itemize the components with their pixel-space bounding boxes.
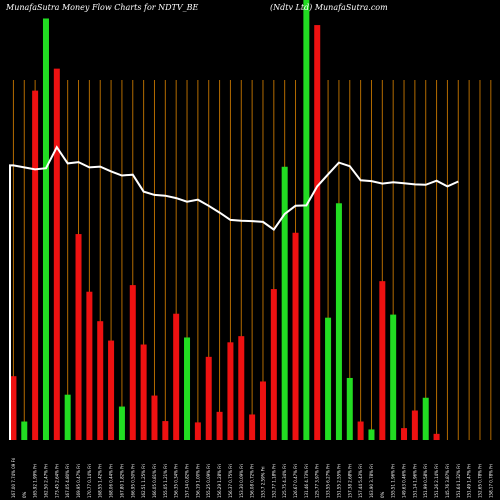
x-tick-label: 155.51 1.96% Fri [391, 464, 396, 498]
bar [433, 433, 440, 440]
bar [140, 344, 147, 440]
bar [173, 313, 180, 440]
x-tick-label: 151.99 0.58% Fri [423, 464, 428, 498]
x-tick-label: 152.77 1.18% Fri [271, 464, 276, 498]
bar [227, 342, 234, 440]
bar [379, 281, 386, 440]
x-tick-label: 169.95 0.47% Fri [76, 464, 81, 498]
x-tick-label: 0% [22, 491, 27, 498]
x-tick-label: 156.37 0.75% Fri [228, 464, 233, 498]
bar [292, 232, 299, 440]
x-tick-label: 157.44 5.43% Fri [358, 464, 363, 498]
bars [10, 0, 440, 441]
bar [21, 421, 28, 440]
x-tick-label: 0% [380, 491, 385, 498]
bar [325, 317, 332, 440]
x-tick-label: 145.76 3.87% Fri [445, 464, 450, 498]
bar [390, 314, 397, 440]
x-tick-label: 165.92 1.99% Fri [33, 464, 38, 498]
x-tick-label: 126.67 0.47% Fri [293, 464, 298, 498]
x-tick-label: 158.17 0.78% Fri [488, 464, 493, 498]
bar [303, 0, 310, 440]
x-tick-label: 151.26 2.14% Fri [434, 464, 439, 498]
x-tick-label: 151.49 1.47% Fri [467, 464, 472, 498]
x-tick-label: 167.00 7.74% 09 Fri [11, 458, 16, 498]
bar [118, 406, 125, 440]
x-tick-label: 156.35 0.34% Fri [174, 464, 179, 498]
bar [86, 291, 93, 440]
bar [238, 336, 245, 440]
x-tick-label: 125.77 3.97% Fri [315, 464, 320, 498]
x-tick-label: 151.55 2.55% Fri [336, 464, 341, 498]
x-tick-label: 156.08 0.72% Fri [250, 464, 255, 498]
bar [53, 68, 60, 440]
bar [194, 422, 201, 440]
money-flow-line [9, 145, 459, 440]
x-tick-label: 155.05 1.21% Fri [163, 464, 168, 498]
x-tick-label: 131.46 4.73% Fri [304, 464, 309, 498]
bar [64, 394, 71, 440]
x-tick-label: 156.19 1.00% Fri [195, 464, 200, 498]
x-tick-label: 166.95 0.50% Fri [130, 464, 135, 498]
bar [249, 414, 256, 440]
bar [335, 203, 342, 440]
chart-title: MunafaSutra Money Flow Charts for NDTV_B… [5, 3, 199, 12]
bar [422, 397, 429, 440]
x-tick-label: 173.45 2.64% Fri [54, 464, 59, 498]
x-tick-label: 163.90 3.78% Fri [369, 464, 374, 498]
bar [151, 395, 158, 440]
x-tick-label: 149.63 0.46% Fri [402, 464, 407, 498]
bar [184, 337, 191, 440]
x-tick-label: 167.05 4.80% Fri [65, 464, 70, 498]
x-tick-label: 125.75 4.34% Fri [282, 464, 287, 498]
bar [314, 25, 321, 441]
bar [259, 381, 266, 440]
bar [411, 410, 418, 440]
x-tick-labels: 167.00 7.74% 09 Fri 0% 165.92 1.99% Fri 162… [11, 458, 493, 498]
x-tick-label: 162.50 2.47% Fri [43, 464, 48, 498]
x-tick-label: 170.77 0.14% Fri [87, 464, 92, 498]
chart-site-credit: (Ndtv Ltd) MunafaSutra.com [270, 3, 388, 12]
bar [129, 285, 136, 440]
bar [270, 289, 277, 440]
x-tick-label: 157.34 0.82% Fri [185, 464, 190, 498]
x-tick-label: 151.64 1.32% Fri [456, 464, 461, 498]
x-tick-label: 152.65 0.78% Fri [477, 464, 482, 498]
x-tick-label: 133.55 6.27% Fri [326, 464, 331, 498]
x-tick-label: 156.29 1.28% Fri [217, 464, 222, 498]
x-tick-label: 153.7 2.59% Fri [260, 467, 265, 498]
bar [401, 428, 408, 440]
bar [357, 421, 364, 440]
x-tick-label: 168.55 1.42% Fri [98, 464, 103, 498]
x-tick-label: 167.80 1.82% Fri [119, 464, 124, 498]
x-tick-label: 162.51 1.25% Fri [141, 464, 146, 498]
bar [42, 18, 49, 440]
x-tick-label: 168.06 0.44% Fri [109, 464, 114, 498]
bar [368, 429, 375, 440]
bar [108, 340, 115, 440]
x-tick-label: 166.05 0.81% Fri [152, 464, 157, 498]
bar [97, 321, 104, 440]
bar [162, 421, 169, 440]
bar [10, 376, 17, 440]
x-tick-label: 157.38 2.68% Fri [347, 464, 352, 498]
bar [205, 356, 212, 440]
bar [32, 90, 39, 440]
bar [346, 377, 353, 440]
bar [75, 234, 82, 440]
x-tick-label: 151.14 1.96% Fri [412, 464, 417, 498]
bar [216, 411, 223, 440]
bar [281, 166, 288, 440]
x-tick-label: 153.30 0.09% Fri [239, 464, 244, 498]
x-tick-label: 155.25 0.09% Fri [206, 464, 211, 498]
